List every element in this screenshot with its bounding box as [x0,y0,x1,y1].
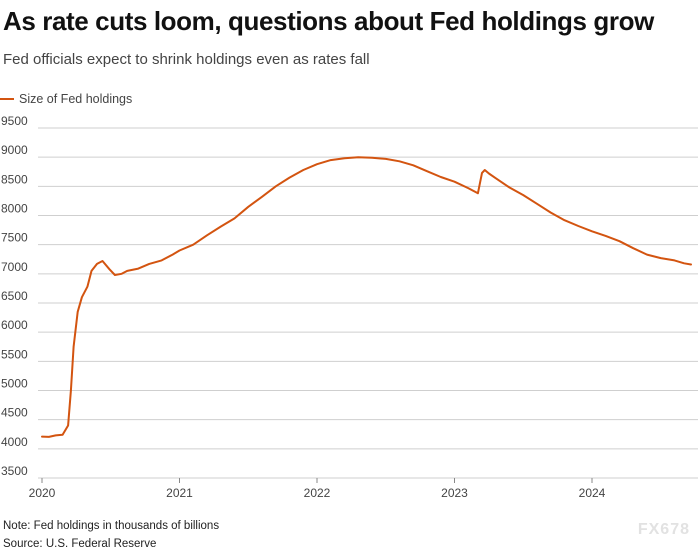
watermark: FX678 [637,521,690,538]
chart-title: As rate cuts loom, questions about Fed h… [3,6,654,36]
y-tick-label: 5500 [1,347,28,361]
legend-swatch [0,98,14,100]
legend-label: Size of Fed holdings [19,92,133,106]
x-tick-label: 2023 [441,486,468,500]
x-tick-label: 2020 [29,486,56,500]
series-line-0 [41,156,692,438]
y-tick-label: 5000 [1,377,28,391]
x-axis-labels: 2020 2021 2022 2023 2024 [29,478,606,500]
legend: Size of Fed holdings [0,92,132,106]
y-tick-label: 6500 [1,289,28,303]
gridlines [38,127,698,479]
y-axis-labels: 3500 4000 4500 5000 5500 6000 6500 7000 7500 8000… [1,114,28,478]
y-tick-label: 8000 [1,202,28,216]
x-tick-label: 2024 [579,486,606,500]
y-tick-label: 7500 [1,231,28,245]
y-tick-label: 6000 [1,318,28,332]
x-tick-label: 2021 [166,486,193,500]
y-tick-label: 7000 [1,260,28,274]
chart-source: Source: U.S. Federal Reserve [3,538,157,550]
chart-note: Note: Fed holdings in thousands of billi… [3,520,220,532]
y-tick-label: 3500 [1,464,28,478]
x-tick-label: 2022 [304,486,331,500]
y-tick-label: 9000 [1,143,28,157]
chart-subtitle: Fed officials expect to shrink holdings … [3,51,370,68]
y-tick-label: 4000 [1,435,28,449]
y-tick-label: 9500 [1,114,28,128]
y-tick-label: 4500 [1,406,28,420]
y-tick-label: 8500 [1,172,28,186]
series-lines [41,156,692,438]
